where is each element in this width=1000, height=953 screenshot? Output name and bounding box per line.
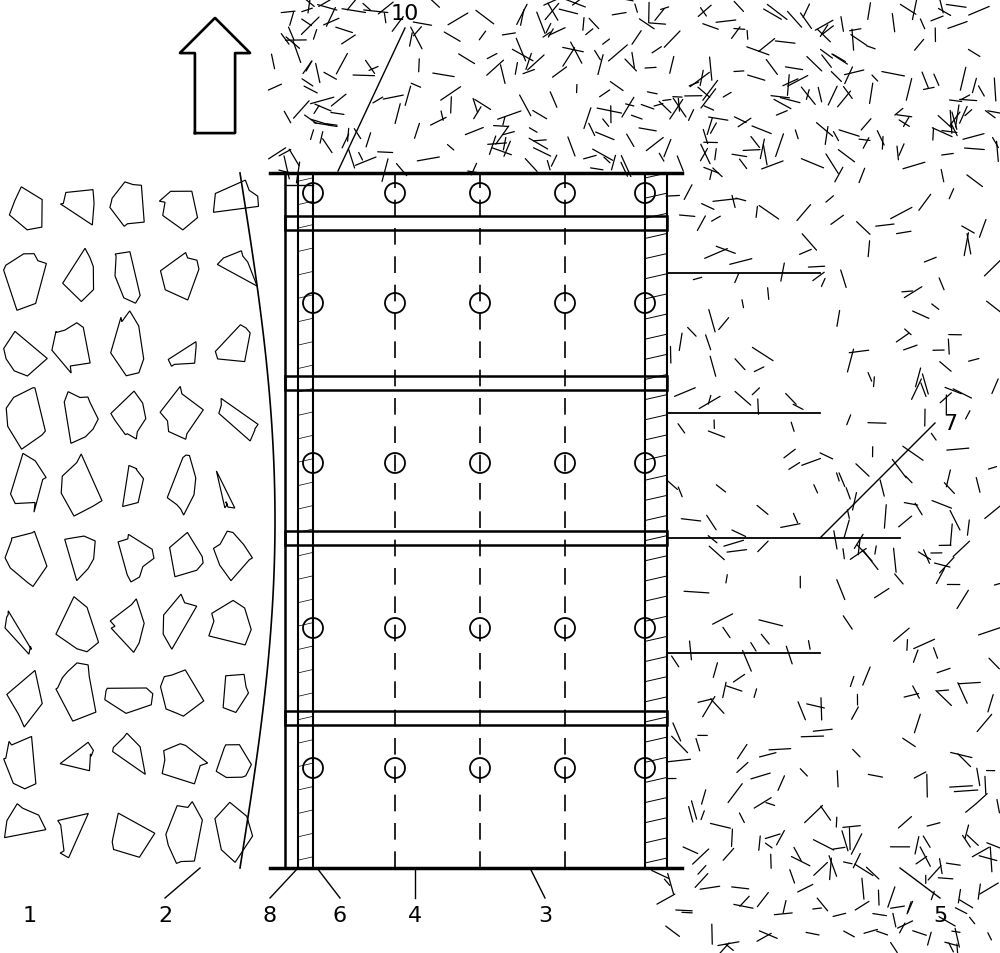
Bar — [285, 532, 667, 545]
Text: 1: 1 — [23, 905, 37, 925]
Text: 10: 10 — [391, 4, 419, 24]
Text: 4: 4 — [408, 905, 422, 925]
Text: 7: 7 — [943, 414, 957, 434]
Bar — [285, 711, 667, 725]
Text: 6: 6 — [333, 905, 347, 925]
Polygon shape — [180, 19, 250, 133]
Text: 3: 3 — [538, 905, 552, 925]
Text: 8: 8 — [263, 905, 277, 925]
Bar — [285, 216, 667, 231]
Text: 5: 5 — [933, 905, 947, 925]
Bar — [285, 376, 667, 391]
Text: 2: 2 — [158, 905, 172, 925]
